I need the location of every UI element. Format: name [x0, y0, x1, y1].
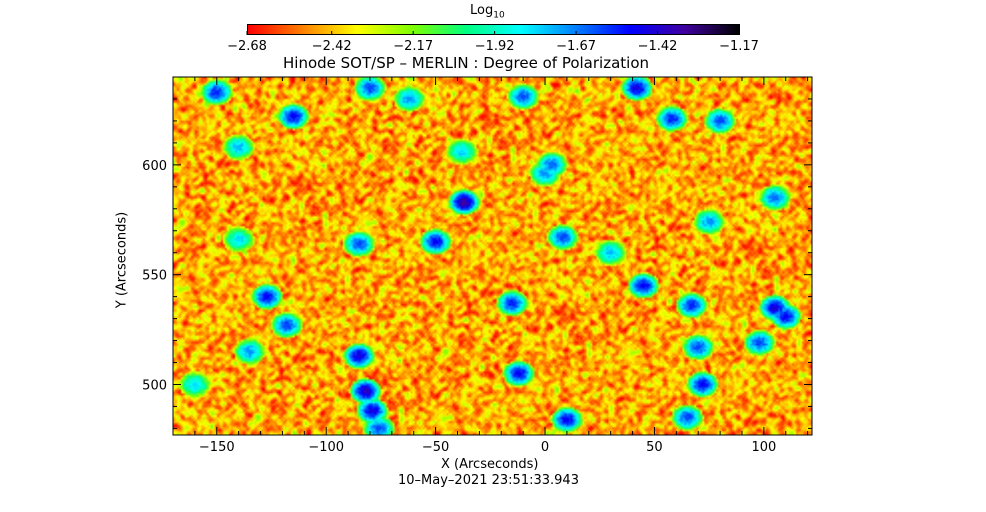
polarization-patch [356, 353, 362, 358]
polarization-patch [509, 301, 515, 306]
colorbar-label: Log10 [470, 3, 505, 21]
polarization-patch [706, 219, 712, 224]
polarization-patch [684, 415, 690, 420]
x-tick-label: 0 [541, 440, 549, 455]
polarization-patch [772, 305, 778, 310]
colorbar-tick-label: −1.17 [719, 39, 759, 54]
y-tick-label: 500 [142, 378, 167, 393]
polarization-patch [461, 200, 467, 205]
chart-title: Hinode SOT/SP – MERLIN : Degree of Polar… [283, 54, 649, 72]
polarization-patch [700, 382, 706, 387]
polarization-patch [634, 85, 640, 90]
x-axis-label: X (Arcseconds) [441, 457, 539, 472]
polarization-patch [290, 114, 296, 119]
observation-timestamp: 10–May–2021 23:51:33.943 [398, 473, 579, 488]
colorbar-tick-label: −2.17 [393, 39, 433, 54]
heatmap-image [173, 77, 812, 435]
polarization-patch [608, 250, 614, 255]
polarization-patch [284, 323, 290, 328]
polarization-patch [363, 389, 369, 394]
polarization-patch [549, 162, 555, 167]
colorbar-tick-label: −1.42 [638, 39, 678, 54]
polarization-patch [564, 417, 570, 422]
polarization-patch [695, 345, 701, 350]
colorbar-tick-label: −1.92 [475, 39, 515, 54]
polarization-patch [542, 171, 548, 176]
polarization-patch [772, 195, 778, 200]
polarization-patch [516, 371, 522, 376]
polarization-patch [717, 118, 723, 123]
polarization-patch [406, 96, 412, 101]
x-tick-label: −100 [308, 440, 344, 455]
plot-frame [172, 76, 813, 436]
polarization-patch [356, 241, 362, 246]
colorbar [247, 24, 740, 35]
polarization-patch [369, 408, 375, 413]
polarization-patch [640, 283, 646, 288]
x-tick-label: −50 [422, 440, 449, 455]
polarization-patch [756, 340, 762, 345]
polarization-patch [783, 314, 789, 319]
polarization-patch [192, 382, 198, 387]
y-axis-label: Y (Arcseconds) [114, 211, 130, 309]
y-tick-label: 550 [142, 269, 167, 284]
colorbar-tick-label: −2.42 [312, 39, 352, 54]
polarization-patch [560, 235, 566, 240]
x-tick-label: −150 [199, 440, 235, 455]
y-tick-label: 600 [142, 159, 167, 174]
polarization-patch [689, 303, 695, 308]
polarization-patch [669, 116, 675, 121]
polarization-patch [264, 294, 270, 299]
polarization-patch [214, 90, 220, 95]
polarization-patch [236, 237, 242, 242]
polarization-patch [459, 149, 465, 154]
colorbar-tick-label: −1.67 [556, 39, 596, 54]
colorbar-tick-label: −2.68 [227, 39, 267, 54]
polarization-patch [247, 349, 253, 354]
polarization-patch [376, 426, 382, 431]
polarization-patch [236, 145, 242, 150]
polarization-patch [367, 85, 373, 90]
x-tick-label: 50 [646, 440, 663, 455]
colorbar-ticks: −2.68 −2.42 −2.17 −1.92 −1.67 −1.42 −1.17 [227, 31, 759, 54]
x-tick-label: 100 [751, 440, 776, 455]
polarization-patch [433, 239, 439, 244]
polarization-patch [520, 94, 526, 99]
